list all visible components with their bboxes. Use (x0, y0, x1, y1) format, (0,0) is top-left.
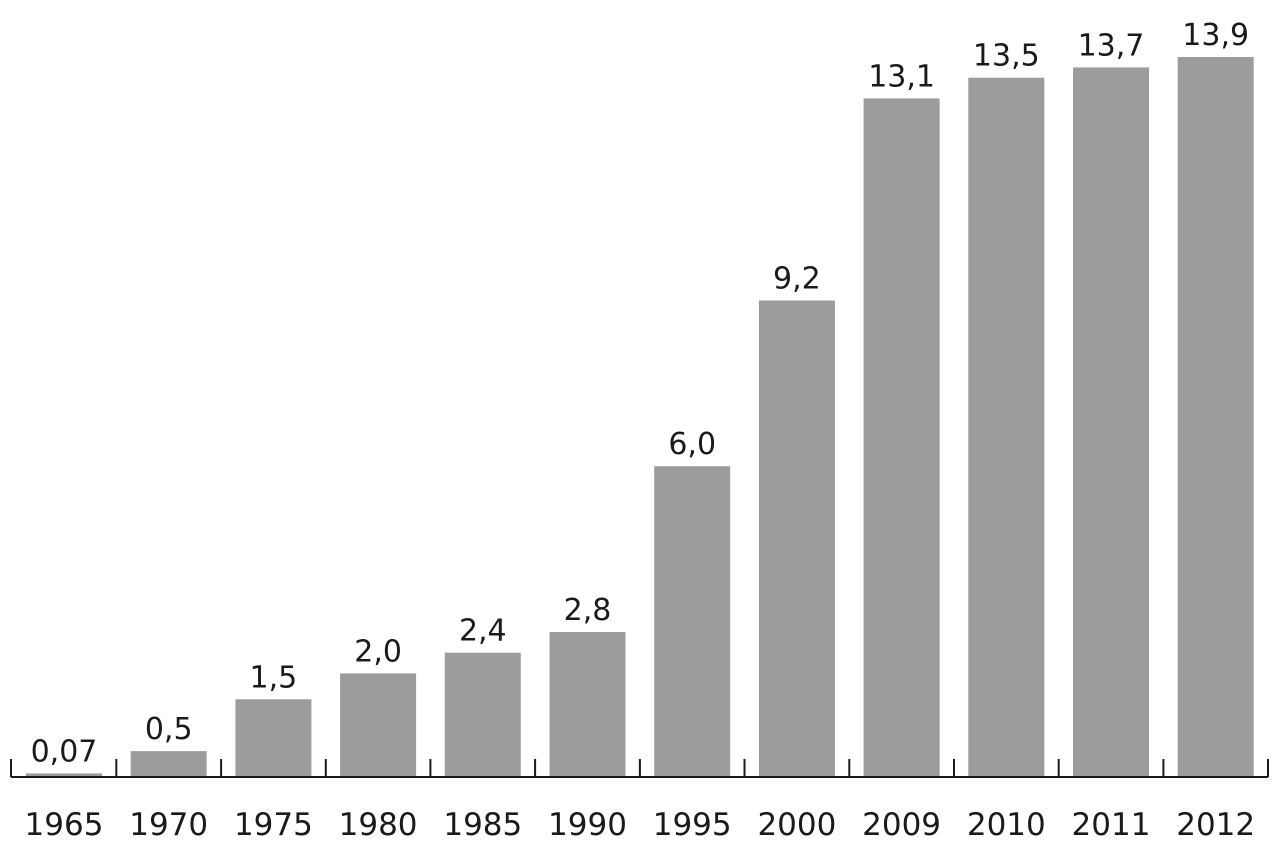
bar-1970 (130, 751, 207, 777)
data-label-1965: 0,07 (31, 734, 98, 769)
tick-label-1980: 1980 (339, 807, 418, 843)
bar-1975 (235, 699, 312, 777)
data-label-1980: 2,0 (354, 634, 402, 669)
data-label-2010: 13,5 (973, 39, 1040, 74)
bar-2011 (1073, 67, 1149, 777)
bar-1965 (26, 773, 102, 777)
tick-label-1990: 1990 (548, 807, 627, 843)
tick-label-1965: 1965 (25, 807, 104, 843)
tick-label-2012: 2012 (1176, 807, 1255, 843)
data-label-1990: 2,8 (564, 593, 612, 628)
data-label-2000: 9,2 (773, 262, 821, 297)
bar-1990 (549, 632, 626, 777)
bar-2012 (1177, 57, 1254, 777)
tick-label-2000: 2000 (757, 807, 836, 843)
data-label-2009: 13,1 (868, 59, 935, 94)
x-axis-tick-labels-group: 1965 1970 1975 1980 1985 1990 1995 2000 2009 2010… (25, 807, 1256, 843)
bar-2010 (968, 77, 1045, 777)
bar-1980 (340, 673, 417, 777)
data-label-1985: 2,4 (459, 614, 507, 649)
data-label-1975: 1,5 (250, 660, 298, 695)
data-label-2012: 13,9 (1182, 18, 1249, 53)
data-label-2011: 13,7 (1078, 28, 1145, 63)
bar-1985 (444, 652, 521, 777)
bar-2009 (863, 98, 940, 777)
tick-label-2009: 2009 (862, 807, 941, 843)
bar-1995 (654, 466, 731, 777)
tick-label-2011: 2011 (1072, 807, 1151, 843)
data-label-1995: 6,0 (668, 427, 716, 462)
x-axis-ticks-group (10, 759, 1269, 777)
bars-group (26, 57, 1254, 777)
tick-label-1970: 1970 (129, 807, 208, 843)
value-labels-group: 0,07 0,5 1,5 2,0 2,4 2,8 6,0 9,2 13,1 13,5 13,7 13,… (31, 18, 1249, 769)
tick-label-1985: 1985 (443, 807, 522, 843)
tick-label-2010: 2010 (967, 807, 1046, 843)
data-label-1970: 0,5 (145, 712, 193, 747)
tick-label-1995: 1995 (653, 807, 732, 843)
bar-2000 (758, 300, 835, 777)
tick-label-1975: 1975 (234, 807, 313, 843)
